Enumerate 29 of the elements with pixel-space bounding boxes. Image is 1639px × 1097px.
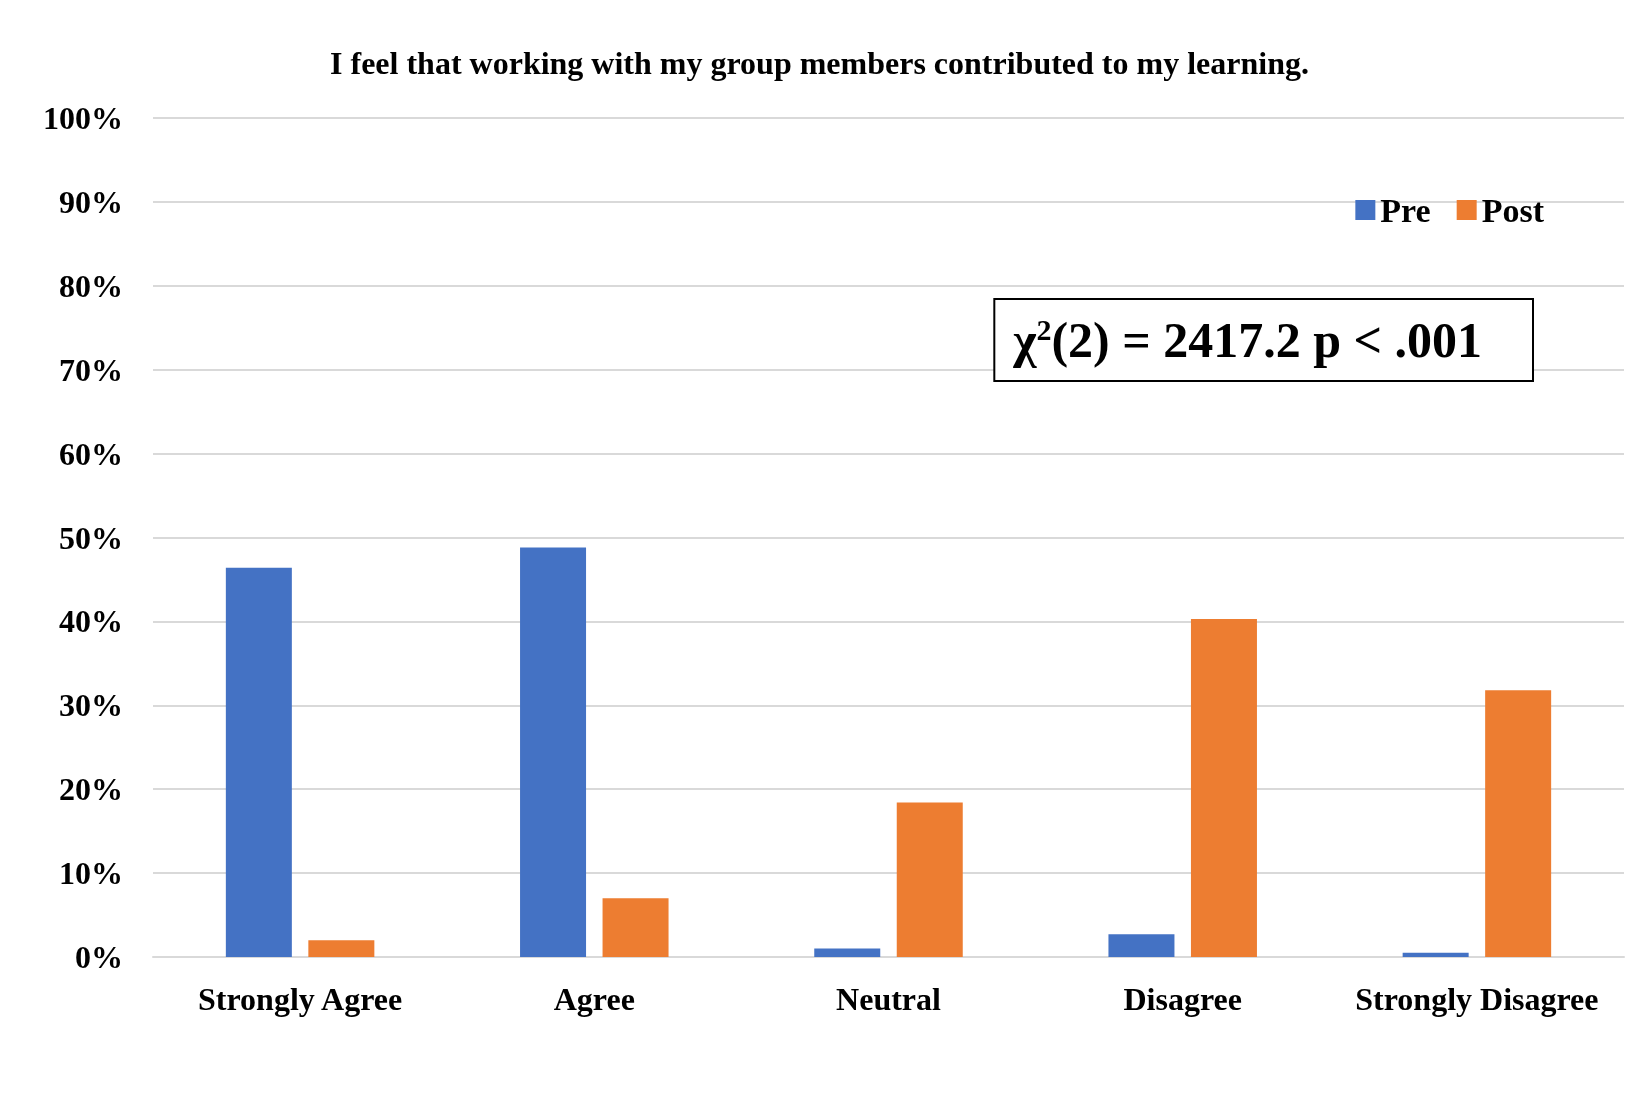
y-tick-label: 60% <box>59 435 123 472</box>
y-tick-label: 50% <box>59 519 123 556</box>
y-tick-label: 10% <box>59 855 123 892</box>
x-tick-label: Strongly Disagree <box>1355 981 1599 1017</box>
bar <box>1190 618 1257 957</box>
x-tick-label: Strongly Agree <box>198 981 403 1017</box>
bar <box>1402 952 1469 957</box>
y-tick-label: 70% <box>59 351 123 388</box>
y-tick-label: 40% <box>59 603 123 640</box>
legend-label: Post <box>1481 191 1545 229</box>
y-tick-label: 90% <box>59 183 123 220</box>
legend-label: Pre <box>1380 191 1431 229</box>
bar <box>814 948 881 957</box>
bar <box>520 547 587 957</box>
bar <box>602 898 669 957</box>
y-tick-label: 30% <box>59 687 123 724</box>
y-tick-label: 0% <box>75 939 123 975</box>
y-tick-label: 80% <box>59 267 123 304</box>
bar <box>896 802 963 957</box>
bar <box>1108 934 1175 957</box>
x-tick-label: Agree <box>553 981 635 1017</box>
bar <box>308 940 375 957</box>
chart-title: I feel that working with my group members contributed to my learning. <box>330 45 1309 81</box>
x-tick-label: Neutral <box>836 981 942 1017</box>
x-tick-label: Disagree <box>1123 981 1242 1017</box>
y-tick-label: 20% <box>59 771 123 808</box>
bar <box>225 567 292 957</box>
y-tick-label: 100% <box>43 100 123 136</box>
bar <box>1485 690 1552 957</box>
